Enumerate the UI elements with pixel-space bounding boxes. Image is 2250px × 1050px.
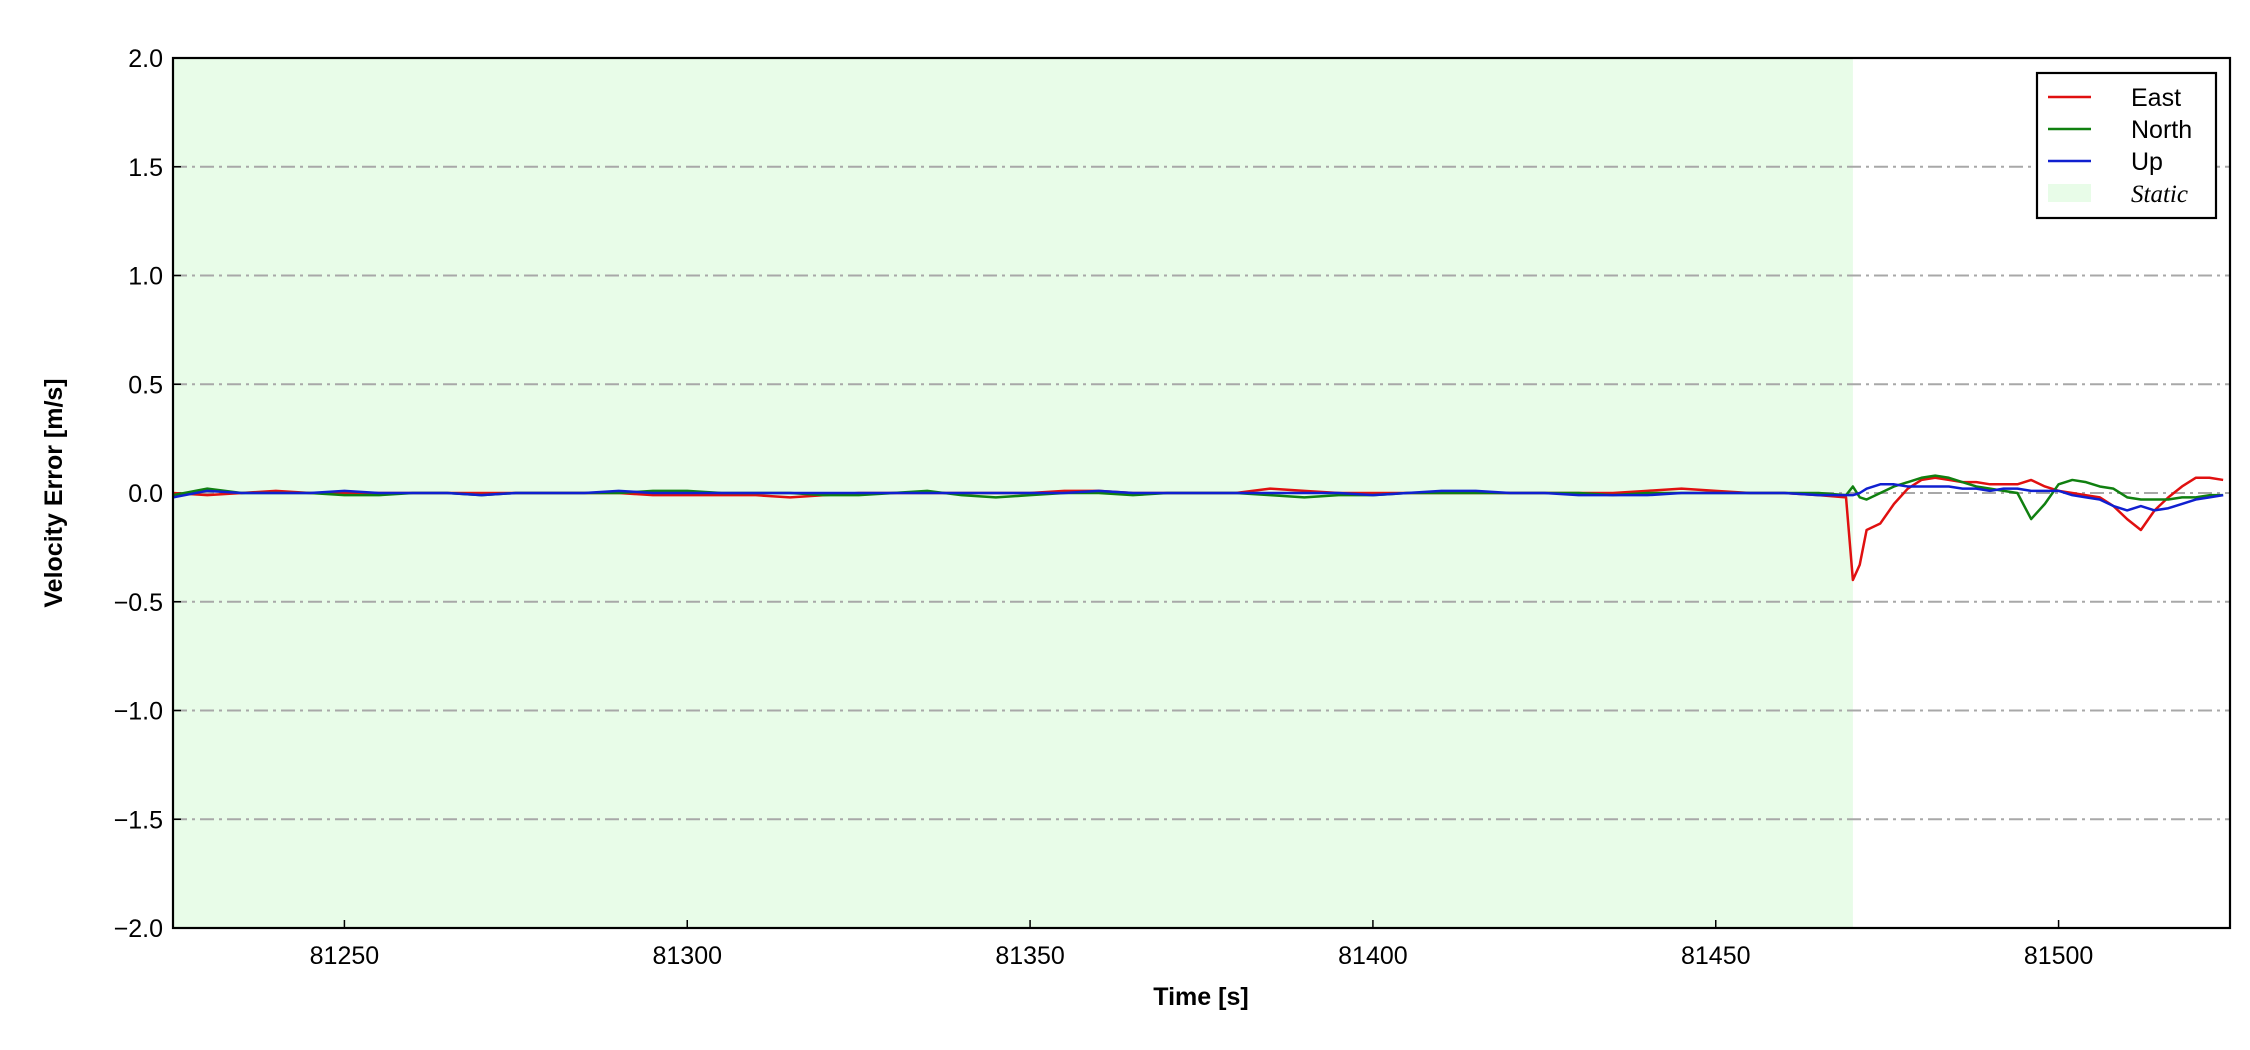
y-tick-label: 2.0 (128, 45, 163, 73)
x-tick-label: 81300 (652, 942, 722, 970)
y-tick-label: −1.5 (114, 806, 163, 834)
y-tick-label: 0.0 (128, 480, 163, 508)
legend-swatch (2048, 184, 2091, 202)
series-line (173, 483, 2224, 512)
y-tick-label: −1.0 (114, 698, 163, 726)
legend-label: Up (2131, 148, 2163, 176)
y-tick-label: 0.5 (128, 371, 163, 399)
legend-label: North (2131, 116, 2192, 144)
x-tick-label: 81500 (2024, 942, 2094, 970)
legend-label: East (2131, 84, 2181, 112)
x-tick-label: 81400 (1338, 942, 1408, 970)
y-tick-label: −0.5 (114, 589, 163, 617)
y-tick-label: −2.0 (114, 915, 163, 943)
y-tick-label: 1.0 (128, 263, 163, 291)
x-tick-label: 81350 (995, 942, 1065, 970)
plot-frame (171, 56, 2232, 930)
y-tick-label: 1.5 (128, 154, 163, 182)
x-tick-label: 81250 (310, 942, 380, 970)
legend-label: Static (2131, 181, 2188, 208)
y-axis-label: Velocity Error [m/s] (40, 378, 68, 607)
x-tick-label: 81450 (1681, 942, 1751, 970)
x-axis-label: Time [s] (1153, 983, 1248, 1011)
